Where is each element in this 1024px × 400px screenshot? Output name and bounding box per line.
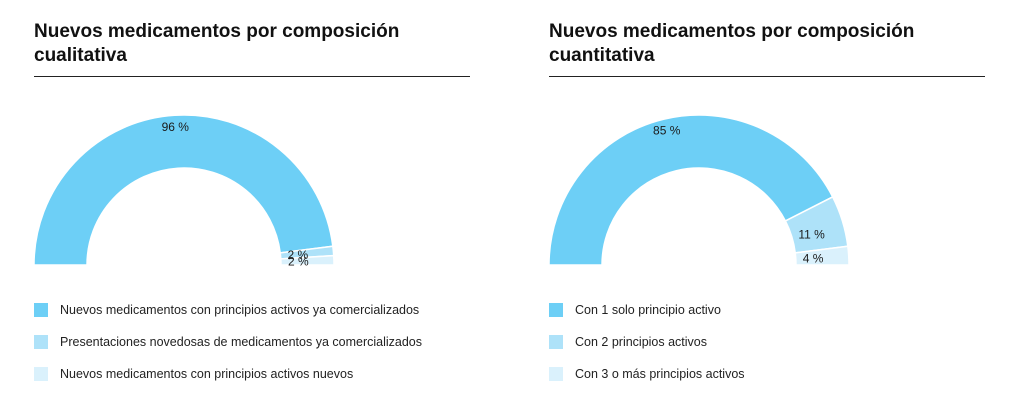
legend: Con 1 solo principio activo Con 2 princi…	[549, 294, 989, 390]
semi-donut-chart: 85 % 11 % 4 %	[548, 114, 850, 266]
legend-item: Nuevos medicamentos con principios activ…	[34, 358, 474, 390]
value-label: 85 %	[653, 123, 681, 137]
legend-label: Con 3 o más principios activos	[575, 367, 745, 381]
legend-label: Con 2 principios activos	[575, 335, 708, 349]
legend-swatch	[34, 303, 48, 317]
legend-swatch	[34, 335, 48, 349]
value-label: 2 %	[288, 255, 309, 269]
value-label: 4 %	[803, 251, 824, 265]
legend-item: Presentaciones novedosas de medicamentos…	[34, 326, 474, 358]
legend: Nuevos medicamentos con principios activ…	[34, 294, 474, 390]
arc-segment	[548, 114, 834, 266]
arc-segment	[280, 254, 335, 266]
legend-swatch	[34, 367, 48, 381]
legend-item: Nuevos medicamentos con principios activ…	[34, 294, 474, 326]
legend-label: Nuevos medicamentos con principios activ…	[60, 303, 420, 317]
legend-label: Con 1 solo principio activo	[575, 303, 721, 317]
legend-item: Con 1 solo principio activo	[549, 294, 989, 326]
semi-donut-chart: 96 % 2 % 2 %	[33, 114, 335, 269]
value-label: 2 %	[288, 248, 309, 262]
legend-label: Nuevos medicamentos con principios activ…	[60, 367, 354, 381]
legend-swatch	[549, 367, 563, 381]
legend-item: Con 3 o más principios activos	[549, 358, 989, 390]
value-label: 11 %	[798, 227, 825, 241]
legend-swatch	[549, 335, 563, 349]
legend-label: Presentaciones novedosas de medicamentos…	[60, 335, 422, 349]
chart-panel-cualitativa: Nuevos medicamentos por composición cual…	[33, 0, 474, 400]
arc-segment	[794, 245, 850, 266]
chart-title: Nuevos medicamentos por composición cuan…	[549, 20, 985, 77]
legend-item: Con 2 principios activos	[549, 326, 989, 358]
arc-segment	[33, 114, 334, 266]
chart-title: Nuevos medicamentos por composición cual…	[34, 20, 470, 77]
chart-panel-cuantitativa: Nuevos medicamentos por composición cuan…	[548, 0, 989, 400]
legend-swatch	[549, 303, 563, 317]
value-label: 96 %	[162, 120, 190, 134]
